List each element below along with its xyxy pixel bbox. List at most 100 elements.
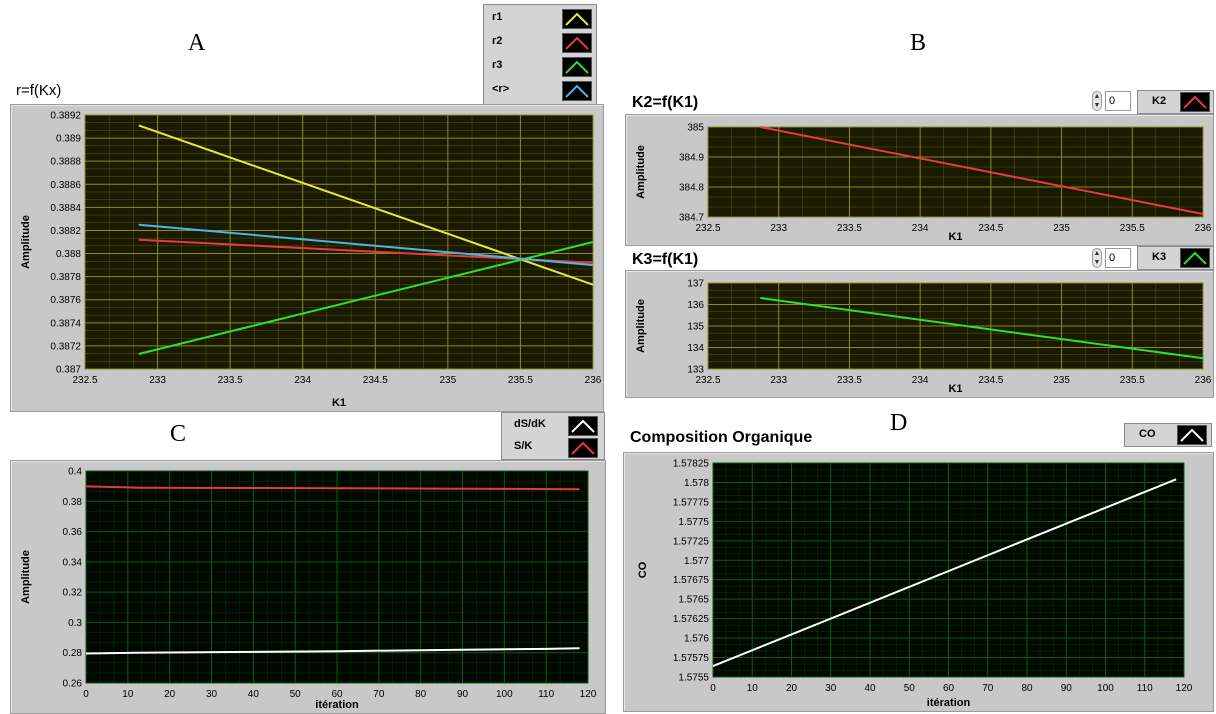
x-tick-label: 110 xyxy=(538,689,554,700)
y-tick-label: 384.7 xyxy=(679,213,704,224)
y-tick-label: 1.57825 xyxy=(673,459,710,470)
legend-item-r3[interactable]: r3 xyxy=(484,55,596,77)
x-tick-label: 234.5 xyxy=(363,375,388,386)
y-tick-label: 384.9 xyxy=(679,153,704,164)
chart-a-graph[interactable]: 232.5 233 233.5 234 234.5 235 235.5 236 0.387 0.3… xyxy=(10,104,604,412)
chart-b1-legend[interactable]: K2 xyxy=(1137,90,1214,114)
legend-swatch-sk xyxy=(568,438,598,458)
series-line-r3 xyxy=(138,241,594,355)
x-tick-label: 234 xyxy=(294,375,311,386)
chart-b2-spinner[interactable]: ▲ ▼ 0 xyxy=(1092,248,1132,268)
x-tick-label: 235.5 xyxy=(1120,223,1145,234)
y-tick-label: 1.57575 xyxy=(673,653,710,664)
x-tick-label: 235 xyxy=(1053,223,1070,234)
y-tick-label: 0.36 xyxy=(63,527,83,538)
series-line-dsdk xyxy=(85,647,580,655)
legend-swatch-co xyxy=(1177,425,1207,445)
legend-swatch-r2 xyxy=(562,33,592,53)
chart-d-title: Composition Organique xyxy=(630,429,813,446)
x-tick-label: 10 xyxy=(122,689,134,700)
x-tick-label: 232.5 xyxy=(72,375,97,386)
x-tick-label: 232.5 xyxy=(695,223,720,234)
x-tick-label: 90 xyxy=(457,689,469,700)
minor-grid xyxy=(85,115,593,369)
chart-b2-title: K3=f(K1) xyxy=(632,251,699,268)
y-tick-label: 0.32 xyxy=(63,588,83,599)
x-tick-label: 235 xyxy=(1053,375,1070,386)
y-tick-label: 0.38 xyxy=(63,497,83,508)
x-tick-label: 60 xyxy=(943,683,955,694)
series-line-sk xyxy=(85,485,580,491)
y-tick-label: 0.28 xyxy=(63,648,83,659)
chart-b2-legend[interactable]: K3 xyxy=(1137,246,1214,270)
x-tick-label: 236 xyxy=(1195,375,1212,386)
y-axis-label: Amplitude xyxy=(20,550,32,604)
x-axis-label: K1 xyxy=(948,231,962,243)
spinner-arrows-icon[interactable]: ▲ ▼ xyxy=(1092,248,1102,268)
y-tick-label: 0.34 xyxy=(63,557,83,568)
y-tick-label: 1.57675 xyxy=(673,575,710,586)
x-axis-label: itération xyxy=(927,697,971,709)
x-tick-label: 20 xyxy=(786,683,798,694)
x-tick-label: 235 xyxy=(440,375,457,386)
x-tick-label: 40 xyxy=(248,689,260,700)
y-tick-label: 1.57775 xyxy=(673,497,710,508)
x-tick-label: 233.5 xyxy=(218,375,243,386)
legend-item-sk[interactable]: S/K xyxy=(502,436,604,458)
x-tick-label: 80 xyxy=(1021,683,1033,694)
x-tick-label: 20 xyxy=(164,689,176,700)
y-tick-label: 0.387 xyxy=(56,365,81,376)
x-tick-label: 0 xyxy=(83,689,89,700)
legend-swatch-dsdk xyxy=(568,416,598,436)
legend-swatch-r-mean xyxy=(562,81,592,101)
y-tick-label: 0.3878 xyxy=(50,272,81,283)
series-line-k2 xyxy=(760,126,1204,215)
y-tick-label: 0.4 xyxy=(68,467,82,478)
chart-b1-spinner-value[interactable]: 0 xyxy=(1105,91,1131,111)
chart-c-legend: dS/dK S/K xyxy=(501,412,605,460)
x-tick-label: 40 xyxy=(864,683,876,694)
x-tick-label: 236 xyxy=(1195,223,1212,234)
spinner-arrows-icon[interactable]: ▲ ▼ xyxy=(1092,91,1102,111)
series-line-r xyxy=(138,223,594,267)
y-tick-label: 1.5755 xyxy=(678,673,709,684)
legend-item-r-mean[interactable]: <r> xyxy=(484,79,596,101)
chart-d-legend[interactable]: CO xyxy=(1124,423,1212,447)
x-axis-label: K1 xyxy=(948,383,962,395)
legend-item-dsdk[interactable]: dS/dK xyxy=(502,414,604,436)
series-line-k3 xyxy=(760,297,1204,360)
x-tick-label: 100 xyxy=(1097,683,1114,694)
y-tick-label: 385 xyxy=(687,123,704,134)
x-tick-label: 120 xyxy=(580,689,597,700)
legend-item-r1[interactable]: r1 xyxy=(484,7,596,29)
panel-label-a: A xyxy=(188,30,206,56)
chart-d-graph[interactable]: 0 10 20 30 40 50 60 70 80 90 100 110 120 1.5755 1.5757… xyxy=(623,452,1214,712)
x-tick-label: 30 xyxy=(825,683,837,694)
y-tick-label: 1.57625 xyxy=(673,614,710,625)
x-tick-label: 234 xyxy=(912,375,929,386)
legend-label-r2: r2 xyxy=(492,35,503,47)
x-tick-label: 80 xyxy=(415,689,427,700)
y-tick-label: 0.3886 xyxy=(50,180,81,191)
chart-c-graph[interactable]: 0 10 20 30 40 50 60 70 80 90 100 110 120 0.26 0.28 0.3 0… xyxy=(10,460,606,714)
chart-b2-spinner-value[interactable]: 0 xyxy=(1105,248,1131,268)
x-tick-label: 110 xyxy=(1137,683,1153,694)
y-tick-label: 134 xyxy=(687,343,704,354)
x-tick-label: 30 xyxy=(206,689,218,700)
y-tick-label: 0.389 xyxy=(56,134,81,145)
x-tick-label: 10 xyxy=(747,683,759,694)
series-line-co xyxy=(712,478,1177,668)
y-tick-label: 0.26 xyxy=(63,679,83,690)
y-tick-label: 1.5775 xyxy=(678,517,709,528)
plot-area[interactable] xyxy=(707,126,1204,218)
legend-label-dsdk: dS/dK xyxy=(514,418,546,430)
minor-grid xyxy=(708,127,1203,217)
legend-item-r2[interactable]: r2 xyxy=(484,31,596,53)
legend-swatch-k3 xyxy=(1180,248,1210,268)
y-tick-label: 0.388 xyxy=(56,249,81,260)
chart-b1-spinner[interactable]: ▲ ▼ 0 xyxy=(1092,91,1132,111)
chart-b1-graph[interactable]: 232.5 233 233.5 234 234.5 235 235.5 236 384.7 384… xyxy=(625,114,1214,246)
x-tick-label: 235.5 xyxy=(508,375,533,386)
legend-swatch-r3 xyxy=(562,57,592,77)
chart-b2-graph[interactable]: 232.5 233 233.5 234 234.5 235 235.5 236 133 134 13… xyxy=(625,270,1214,398)
